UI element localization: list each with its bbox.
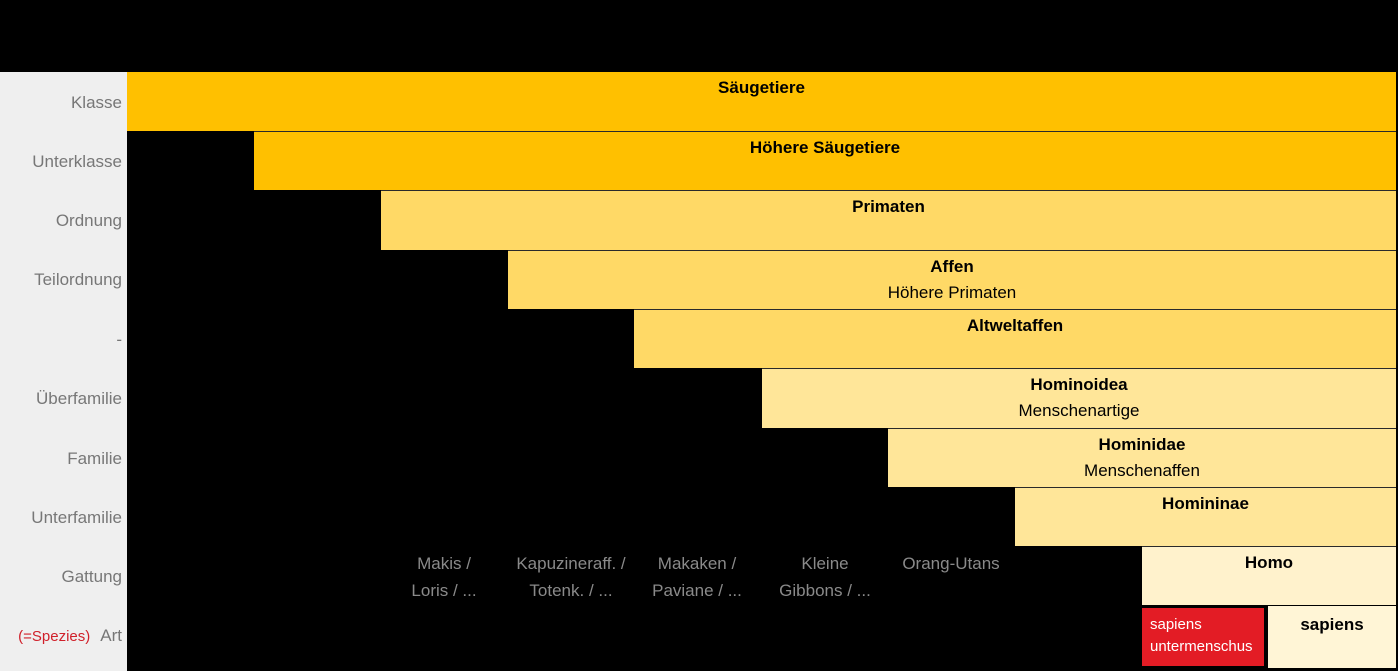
rank-label: Überfamilie (36, 389, 122, 408)
species-note: (=Spezies) (18, 628, 91, 645)
species-red-line1: sapiens (1150, 616, 1202, 633)
taxon-title: Homo (1244, 553, 1294, 572)
taxon-title: Hominoidea (1030, 375, 1128, 394)
taxon-band-primaten: Primaten (381, 190, 1396, 250)
taxon-band-affen: Affen Höhere Primaten (508, 250, 1396, 309)
genus-label-gibbons: Kleine Gibbons / ... (779, 554, 871, 600)
taxon-subtitle: Höhere Primaten (887, 283, 1017, 302)
taxon-band-hominoidea: Hominoidea Menschenartige (762, 368, 1396, 428)
rank-label: Teilordnung (34, 270, 122, 289)
taxon-band-homininae: Homininae (1015, 487, 1396, 546)
taxon-title: Höhere Säugetiere (749, 138, 901, 157)
rank-label: Gattung (61, 567, 123, 586)
rank-label: Ordnung (55, 211, 122, 230)
taxon-subtitle: Menschenaffen (1084, 461, 1200, 480)
taxon-title: Hominidae (1098, 435, 1186, 454)
species-box-sapiens: sapiens (1268, 606, 1396, 668)
rank-label: Familie (67, 449, 122, 468)
taxon-title: Primaten (852, 197, 925, 216)
taxon-title: Affen (930, 257, 974, 276)
species-box-red: sapiens untermenschus (1142, 608, 1264, 666)
taxon-subtitle: Menschenartige (1018, 401, 1140, 420)
species-red-line2: untermenschus (1150, 638, 1253, 655)
rank-label-art: (=Spezies) Art (18, 626, 122, 645)
taxon-band-hoehere-saeugetiere: Höhere Säugetiere (254, 131, 1396, 190)
rank-label: - (116, 330, 122, 349)
rank-column (0, 72, 127, 671)
genus-label-kapuzineraffen: Kapuzineraff. / Totenk. / ... (516, 554, 626, 600)
taxon-band-altweltaffen: Altweltaffen (634, 309, 1396, 368)
genus-label-orang-utans: Orang-Utans (902, 554, 1000, 573)
taxon-title: Homininae (1162, 494, 1249, 513)
taxon-band-hominidae: Hominidae Menschenaffen (888, 428, 1396, 487)
species-sapiens-label: sapiens (1300, 615, 1364, 634)
rank-label: Klasse (70, 93, 122, 112)
genus-label-makaken: Makaken / Paviane / ... (652, 554, 742, 600)
rank-label: Unterklasse (32, 152, 122, 171)
rank-label: Unterfamilie (31, 508, 122, 527)
taxon-band-saeugetiere: Säugetiere (127, 72, 1396, 131)
genus-label-makis: Makis / Loris / ... (411, 554, 477, 600)
taxon-title: Säugetiere (718, 78, 805, 97)
taxon-title: Altweltaffen (966, 316, 1064, 335)
taxon-band-homo: Homo (1142, 546, 1396, 605)
